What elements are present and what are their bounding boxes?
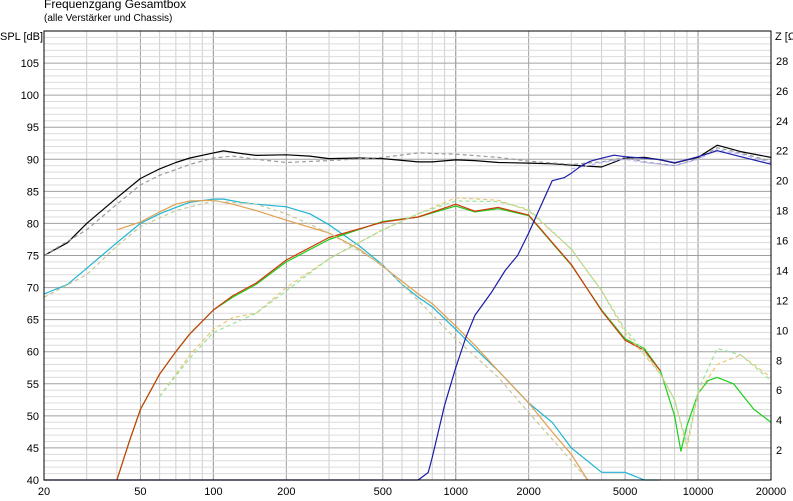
y-left-tick-label: 100 [21,90,39,102]
y-left-tick-label: 60 [27,347,39,359]
y-left-axis-label: SPL [dB] [0,31,43,43]
y-right-tick-label: 14 [776,265,788,277]
y-left-tick-label: 95 [27,122,39,134]
series-line-11 [44,150,772,481]
chart-subtitle: (alle Verstärker und Chassis) [44,13,173,24]
plot-frame [43,30,772,481]
y-left-tick-label: 70 [27,283,39,295]
y-right-tick-label: 10 [776,325,788,337]
y-right-axis-label: Z [Ω] [775,31,793,43]
x-tick-label: 200 [277,486,295,498]
y-right-tick-label: 12 [776,295,788,307]
x-tick-label: 2000 [516,486,540,498]
series-line-7 [116,199,589,481]
y-right-tick-label: 22 [776,146,788,158]
grid [43,30,772,481]
y-left-tick-label: 85 [27,186,39,198]
x-tick-label: 500 [374,486,392,498]
series-line-3 [571,149,772,170]
chart-title: Frequenzgang Gesamtbox [44,0,187,11]
y-left-tick-label: 40 [27,475,39,487]
y-left-tick-label: 90 [27,154,39,166]
x-tick-label: 1000 [443,486,467,498]
y-left-tick-label: 45 [27,443,39,455]
y-right-tick-label: 6 [776,385,782,397]
y-right-tick-label: 8 [776,355,782,367]
x-tick-label: 20000 [756,486,787,498]
series-line-10 [159,200,772,446]
series-line-8 [43,200,589,481]
tick-labels: 20 50 100 200 500 1000 2000 5000 10000 2000040455… [21,56,789,498]
series-line-2 [43,147,772,257]
y-right-tick-label: 4 [776,415,782,427]
x-tick-label: 50 [134,486,146,498]
y-right-tick-label: 26 [776,86,788,98]
y-right-tick-label: 24 [776,116,788,128]
series-group [43,144,772,481]
y-left-tick-label: 50 [27,411,39,423]
x-tick-label: 5000 [613,486,637,498]
y-right-tick-label: 20 [776,176,788,188]
y-right-tick-label: 18 [776,206,788,218]
x-tick-label: 10000 [683,486,714,498]
y-left-tick-label: 80 [27,218,39,230]
y-right-tick-label: 16 [776,236,788,248]
x-tick-label: 100 [204,486,222,498]
y-right-tick-label: 28 [776,56,788,68]
y-left-tick-label: 75 [27,251,39,263]
y-left-tick-label: 55 [27,379,39,391]
series-line-4 [43,198,661,481]
y-right-tick-label: 2 [776,445,782,457]
series-line-9 [159,197,772,449]
y-left-tick-label: 65 [27,315,39,327]
x-tick-label: 20 [38,486,50,498]
y-left-tick-label: 105 [21,58,39,70]
series-line-6 [116,203,661,481]
